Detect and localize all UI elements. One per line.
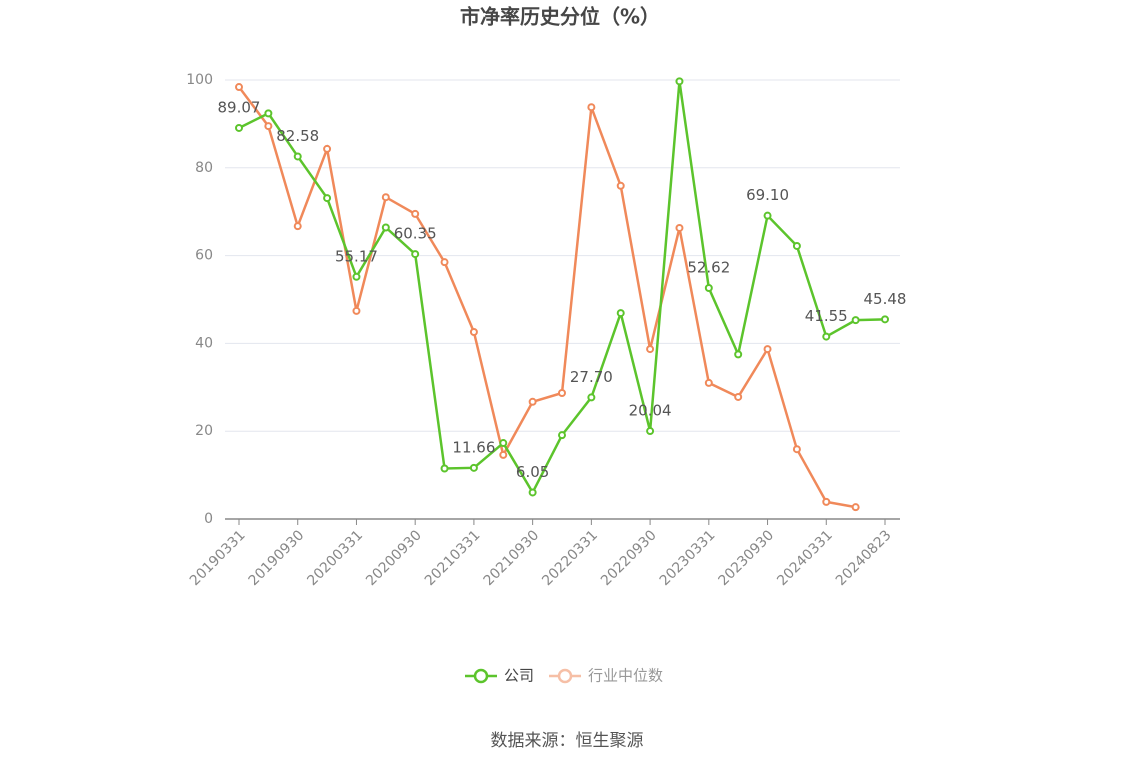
x-tick-label: 20240823 xyxy=(833,527,895,589)
legend-symbol xyxy=(473,668,489,684)
x-tick-label: 20200930 xyxy=(363,527,425,589)
source-note: 数据来源：恒生聚源 xyxy=(491,731,644,751)
x-tick-label: 20230331 xyxy=(657,527,719,589)
y-tick-label: 80 xyxy=(195,160,213,176)
data-point xyxy=(646,345,655,354)
data-point xyxy=(293,152,302,161)
x-tick-label: 20240331 xyxy=(774,527,836,589)
x-tick-label: 20210930 xyxy=(481,527,543,589)
data-point xyxy=(881,315,889,324)
x-tick-label: 20200331 xyxy=(304,527,366,589)
y-tick-label: 100 xyxy=(186,72,213,88)
data-point xyxy=(822,332,831,341)
data-point xyxy=(499,450,508,459)
y-tick-label: 40 xyxy=(195,335,213,351)
data-point xyxy=(734,350,743,359)
data-label: 69.10 xyxy=(746,186,789,204)
y-tick-label: 60 xyxy=(195,248,213,264)
data-point xyxy=(792,241,801,250)
data-point xyxy=(352,272,361,281)
data-point xyxy=(235,83,243,92)
legend-label: 行业中位数 xyxy=(588,667,663,685)
data-point xyxy=(235,123,243,132)
data-point xyxy=(264,122,273,131)
data-point xyxy=(469,327,478,336)
data-label: 20.04 xyxy=(629,402,672,420)
legend-symbol xyxy=(557,668,573,684)
data-point xyxy=(528,488,537,497)
data-point xyxy=(587,393,596,402)
data-point xyxy=(851,503,860,512)
y-tick-label: 20 xyxy=(195,423,213,439)
data-point xyxy=(851,316,860,325)
data-point xyxy=(763,345,772,354)
legend-label: 公司 xyxy=(504,667,534,685)
y-tick-label: 0 xyxy=(204,511,213,527)
data-point xyxy=(381,193,390,202)
data-label: 27.70 xyxy=(570,368,613,386)
x-tick-label: 20190930 xyxy=(246,527,308,589)
data-label: 60.35 xyxy=(394,225,437,243)
data-point xyxy=(411,209,420,218)
data-point xyxy=(469,463,478,472)
series-line xyxy=(238,86,856,509)
data-point xyxy=(792,445,801,454)
data-point xyxy=(381,223,390,232)
data-label: 6.05 xyxy=(516,463,549,481)
data-point xyxy=(558,431,566,440)
data-point xyxy=(675,77,684,86)
data-point xyxy=(264,109,273,118)
data-point xyxy=(646,427,655,436)
data-point xyxy=(440,464,449,473)
data-point xyxy=(734,392,743,401)
x-tick-label: 20230930 xyxy=(715,527,777,589)
data-point xyxy=(352,306,361,315)
data-point xyxy=(293,222,302,231)
data-label: 41.55 xyxy=(805,307,848,325)
data-point xyxy=(616,181,625,190)
data-label: 45.48 xyxy=(864,290,907,308)
data-label: 11.66 xyxy=(452,438,495,456)
x-tick-label: 20210331 xyxy=(422,527,484,589)
data-point xyxy=(499,439,508,448)
data-point xyxy=(528,397,537,406)
x-tick-label: 20190331 xyxy=(187,527,249,589)
data-point xyxy=(822,497,831,506)
data-label: 89.07 xyxy=(218,98,261,116)
data-point xyxy=(704,283,713,292)
data-label: 52.62 xyxy=(687,258,730,276)
data-point xyxy=(440,258,449,267)
data-point xyxy=(587,103,596,112)
data-label: 55.17 xyxy=(335,247,378,265)
x-tick-label: 20220930 xyxy=(598,527,660,589)
data-point xyxy=(323,194,332,203)
data-point xyxy=(558,389,566,398)
data-point xyxy=(411,250,420,259)
x-tick-label: 20220331 xyxy=(539,527,601,589)
data-label: 82.58 xyxy=(276,127,319,145)
data-point xyxy=(763,211,772,220)
data-point xyxy=(323,144,332,153)
data-point xyxy=(704,378,713,387)
chart-title: 市净率历史分位（%） xyxy=(460,5,660,29)
data-point xyxy=(616,309,625,318)
data-point xyxy=(675,223,684,232)
